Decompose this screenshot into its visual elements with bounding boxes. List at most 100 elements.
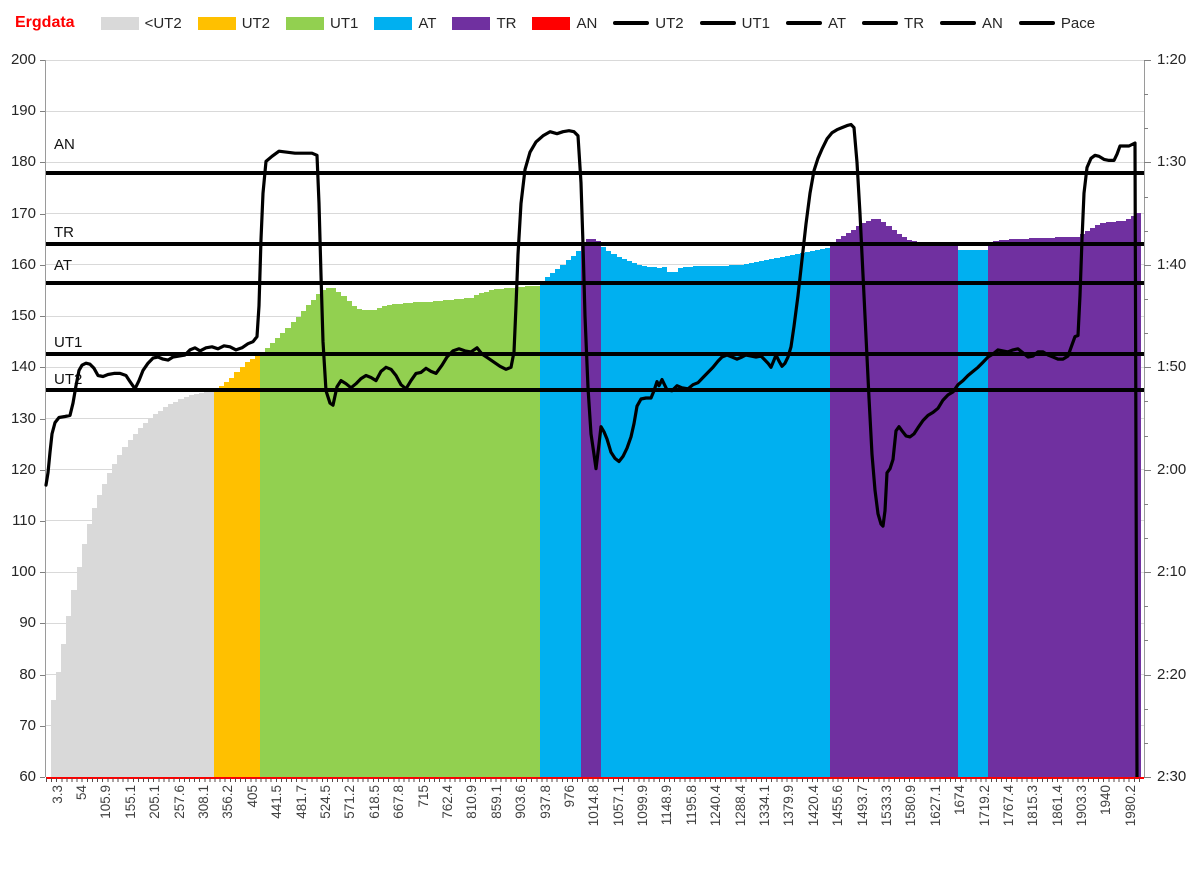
legend-swatch-at: [374, 16, 413, 30]
x-axis-label-cell: 54: [69, 785, 93, 871]
bar-lt_ut2: [173, 401, 179, 777]
bar-at: [601, 247, 607, 777]
bar-lt_ut2: [86, 523, 92, 777]
bar-tr: [1018, 238, 1024, 777]
y-axis-label: 70: [19, 716, 36, 734]
bar-tr: [1125, 218, 1131, 777]
y-axis-label: 130: [10, 409, 36, 427]
x-axis-label-cell: 405: [240, 785, 264, 871]
bar-ut1: [453, 299, 459, 777]
x-axis-label: 1861.4: [1049, 785, 1065, 827]
legend-zone-item: UT2: [197, 15, 270, 32]
x-axis-label: 1674: [952, 785, 968, 816]
bar-tr: [1054, 237, 1060, 777]
legend-label: UT1: [741, 14, 770, 32]
bar-tr: [1130, 215, 1137, 777]
y-axis-label: 160: [10, 255, 36, 273]
y-axis-label: 100: [10, 563, 36, 581]
pace-axis-tick: [1144, 469, 1151, 471]
bar-at: [794, 254, 800, 777]
bar-at: [682, 267, 688, 777]
bar-at: [820, 248, 826, 777]
x-axis-label-cell: 1014.8: [582, 785, 606, 871]
x-axis-label-cell: 1980.2: [1118, 785, 1142, 871]
x-axis-label-cell: 356.2: [216, 785, 240, 871]
bar-ut1: [265, 348, 271, 777]
pace-axis-minor-tick: [1144, 128, 1148, 130]
x-axis-label-cell: 1148.9: [655, 785, 679, 871]
y-axis-label: 140: [10, 358, 36, 376]
bar-ut1: [402, 303, 408, 777]
y-axis-label: 80: [19, 665, 36, 683]
pace-axis-minor-tick: [1144, 435, 1148, 437]
bar-tr: [871, 219, 877, 777]
bar-tr: [1095, 225, 1101, 777]
bar-lt_ut2: [137, 428, 143, 777]
x-axis-label-cell: 1455.6: [826, 785, 850, 871]
bar-lt_ut2: [178, 399, 184, 777]
x-axis-label-cell: 1627.1: [923, 785, 947, 871]
x-axis-label-cell: 667.8: [386, 785, 410, 871]
pace-axis-tick: [1144, 367, 1151, 369]
bar-at: [733, 265, 739, 777]
bar-tr: [993, 241, 999, 777]
bar-ut2: [254, 356, 260, 777]
bar-ut1: [412, 302, 418, 777]
pace-axis-tick: [1144, 572, 1151, 574]
bar-tr: [917, 242, 923, 777]
bar-ut1: [331, 287, 337, 777]
x-axis-label: 1533.3: [878, 785, 894, 827]
bar-tr: [1136, 212, 1142, 777]
x-axis-label: 1195.8: [683, 785, 699, 826]
x-axis-label-cell: 1580.9: [899, 785, 923, 871]
bar-tr: [1059, 237, 1065, 777]
x-axis-label: 1980.2: [1122, 785, 1138, 827]
x-axis-label: 257.6: [171, 785, 187, 819]
bar-ut1: [300, 310, 306, 777]
x-axis-label: 976: [561, 785, 577, 808]
bar-lt_ut2: [142, 423, 148, 777]
bar-tr: [947, 243, 953, 777]
x-axis-label-cell: 105.9: [94, 785, 118, 871]
bar-ut1: [468, 297, 474, 777]
x-axis-label: 1815.3: [1025, 785, 1041, 827]
bar-ut1: [489, 290, 495, 777]
legend-line-item: UT2: [613, 15, 684, 32]
x-axis-label: 105.9: [98, 785, 114, 819]
bar-lt_ut2: [107, 473, 113, 777]
bar-ut1: [494, 289, 500, 777]
x-axis-label-cell: 1815.3: [1021, 785, 1045, 871]
bar-at: [641, 265, 648, 777]
x-axis-label-cell: 1533.3: [874, 785, 898, 871]
bar-tr: [927, 243, 933, 777]
legend-label: TR: [496, 14, 517, 32]
x-axis-label-cell: 481.7: [289, 785, 313, 871]
threshold-label-an: AN: [54, 135, 75, 153]
bar-ut1: [448, 299, 454, 777]
bar-at: [967, 249, 974, 777]
legend-zone-item: AT: [374, 15, 436, 32]
bar-tr: [866, 220, 872, 777]
bar-ut2: [214, 388, 220, 777]
x-axis-label-cell: 308.1: [191, 785, 215, 871]
bar-ut1: [270, 343, 276, 777]
bar-ut1: [377, 307, 383, 777]
x-axis-label-cell: 937.8: [533, 785, 557, 871]
bar-lt_ut2: [112, 463, 118, 777]
bar-tr: [932, 243, 938, 777]
x-axis-label-cell: 1861.4: [1045, 785, 1069, 871]
bar-at: [759, 261, 765, 777]
gridline: [46, 59, 1144, 61]
bar-at: [728, 265, 734, 777]
bar-ut1: [417, 302, 423, 777]
y-axis-tick: [40, 111, 45, 113]
bar-ut1: [514, 287, 520, 777]
y-axis-label: 170: [10, 204, 36, 222]
bar-ut1: [535, 285, 541, 777]
x-axis-label: 1627.1: [927, 785, 943, 827]
legend-label: AT: [827, 14, 847, 32]
legend-line-item: UT1: [699, 14, 770, 32]
bar-at: [754, 262, 760, 777]
bar-at: [672, 271, 678, 777]
y-axis-label: 120: [10, 460, 36, 478]
